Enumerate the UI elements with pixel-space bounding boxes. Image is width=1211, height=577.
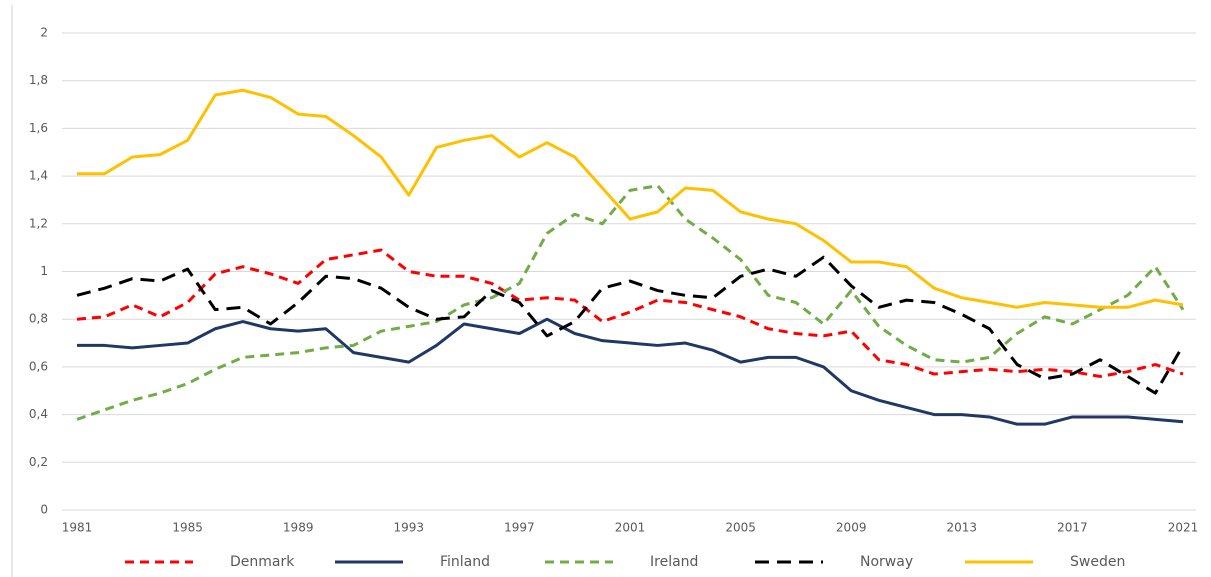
legend-label: Finland — [440, 554, 490, 570]
legend-label: Denmark — [230, 554, 295, 570]
x-tick-label: 2013 — [947, 521, 978, 535]
y-tick-label: 1,8 — [29, 73, 48, 87]
series-line — [77, 317, 1184, 426]
y-tick-label: 0,8 — [29, 312, 48, 326]
x-tick-label: 2021 — [1168, 521, 1199, 535]
x-tick-label: 2001 — [615, 521, 646, 535]
x-tick-label: 2005 — [725, 521, 756, 535]
legend-label: Ireland — [650, 554, 698, 570]
x-tick-label: 1997 — [504, 521, 535, 535]
x-tick-label: 1981 — [62, 521, 93, 535]
series-line — [77, 88, 1184, 309]
x-tick-label: 1985 — [172, 521, 203, 535]
y-tick-label: 1 — [40, 264, 48, 278]
x-tick-label: 1989 — [283, 521, 314, 535]
y-tick-label: 0,6 — [29, 359, 48, 373]
y-tick-label: 0,4 — [29, 407, 48, 421]
series-line — [76, 184, 1185, 421]
legend-label: Norway — [860, 554, 913, 570]
x-tick-label: 2009 — [836, 521, 867, 535]
y-tick-label: 1,4 — [29, 169, 48, 183]
series-line — [76, 248, 1184, 378]
y-tick-label: 0 — [40, 503, 48, 517]
y-tick-label: 1,2 — [29, 216, 48, 230]
x-tick-label: 1993 — [394, 521, 425, 535]
y-tick-label: 2 — [40, 26, 48, 40]
y-tick-label: 1,6 — [29, 121, 48, 135]
y-tick-label: 0,2 — [29, 455, 48, 469]
x-tick-label: 2017 — [1057, 521, 1088, 535]
series-line — [76, 255, 1185, 395]
legend-label: Sweden — [1070, 554, 1125, 570]
